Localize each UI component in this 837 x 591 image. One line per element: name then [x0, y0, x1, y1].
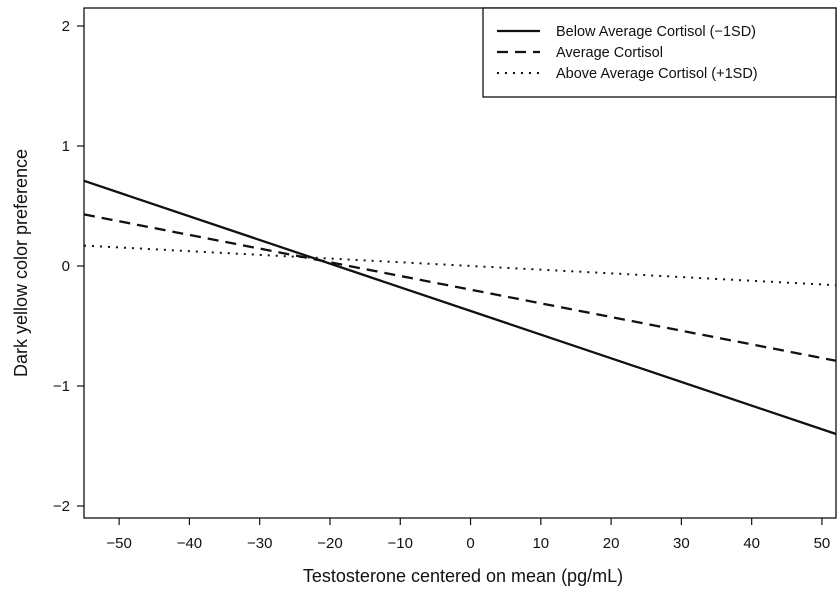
x-tick-label: 30 — [673, 535, 690, 552]
x-axis: −50 −40 −30 −20 −10 0 10 20 30 40 50 — [106, 518, 830, 552]
legend-label: Below Average Cortisol (−1SD) — [556, 24, 756, 40]
x-tick-label: −10 — [388, 535, 413, 552]
legend: Below Average Cortisol (−1SD) Average Cor… — [482, 7, 837, 98]
x-tick-label: 0 — [466, 535, 474, 552]
x-tick-label: −20 — [317, 535, 342, 552]
y-axis: −2 −1 0 1 2 — [53, 18, 84, 515]
series-line-solid — [83, 179, 837, 436]
y-axis-title: Dark yellow color preference — [11, 149, 31, 377]
x-tick-label: 40 — [743, 535, 760, 552]
x-tick-label: −50 — [106, 535, 131, 552]
x-axis-title: Testosterone centered on mean (pg/mL) — [303, 566, 623, 586]
plot-frame — [83, 7, 837, 519]
x-tick-label: 50 — [814, 535, 831, 552]
series-group — [83, 179, 837, 436]
series-line-dashed — [83, 213, 837, 362]
legend-label: Average Cortisol — [556, 45, 663, 61]
x-tick-label: −30 — [247, 535, 272, 552]
x-tick-label: 10 — [532, 535, 549, 552]
series-line-dotted — [83, 244, 837, 287]
y-tick-label: 2 — [62, 18, 70, 35]
x-tick-label: 20 — [603, 535, 620, 552]
y-tick-label: −2 — [53, 498, 70, 515]
legend-box — [482, 7, 837, 98]
legend-label: Above Average Cortisol (+1SD) — [556, 66, 758, 82]
y-tick-label: 1 — [62, 138, 70, 155]
y-tick-label: 0 — [62, 258, 70, 275]
y-tick-label: −1 — [53, 378, 70, 395]
x-tick-label: −40 — [177, 535, 202, 552]
